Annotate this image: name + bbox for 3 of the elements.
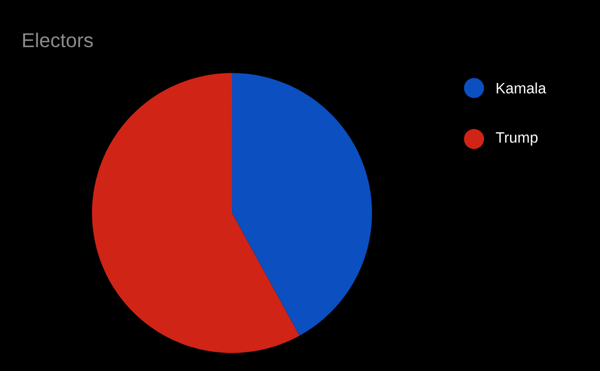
chart-title: Electors [23,32,93,48]
legend-label: Kamala [496,82,546,94]
legend-label: Trump [496,132,538,146]
